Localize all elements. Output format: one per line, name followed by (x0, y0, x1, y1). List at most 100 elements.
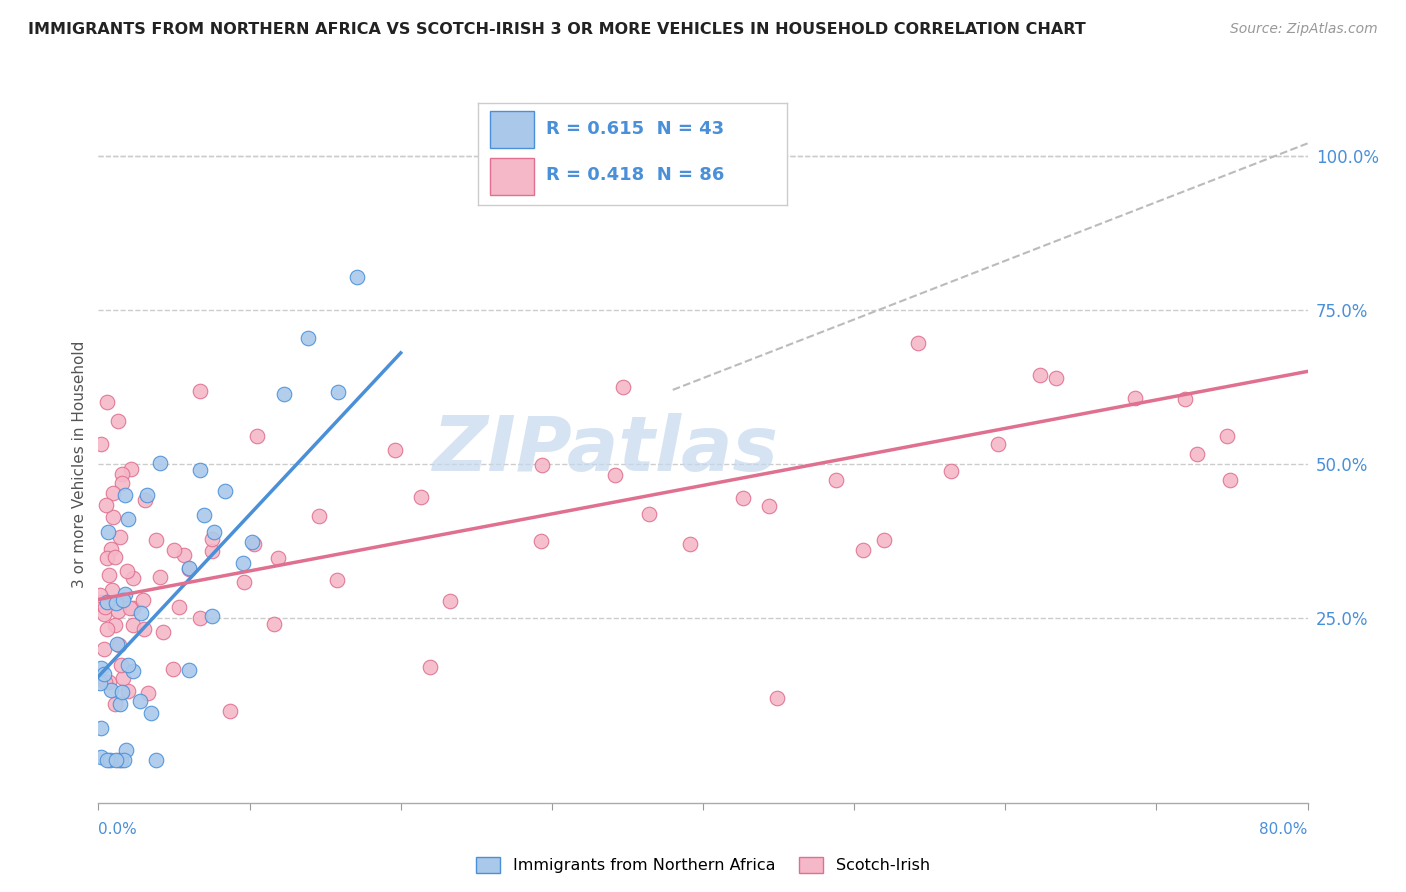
Point (173, 548, 195, 562)
Point (110, 753, 132, 767)
Point (188, 463, 211, 477)
Point (105, 637, 128, 651)
Point (96, 499, 118, 513)
Bar (491, 111, 534, 148)
Point (873, 533, 896, 548)
Point (96, 753, 118, 767)
Point (136, 488, 159, 502)
Point (108, 529, 131, 543)
Point (101, 583, 124, 598)
Point (1174, 392, 1197, 406)
Point (111, 467, 134, 481)
Point (145, 533, 167, 547)
Point (134, 492, 156, 507)
Point (825, 473, 848, 487)
Point (1219, 473, 1241, 487)
Text: R = 0.615  N = 43: R = 0.615 N = 43 (546, 120, 724, 137)
Point (202, 525, 225, 540)
Point (89, 675, 111, 690)
Point (201, 533, 224, 547)
Point (117, 512, 139, 526)
Point (530, 534, 553, 549)
Point (263, 617, 285, 632)
Point (326, 573, 349, 587)
Point (100, 542, 122, 557)
Point (439, 594, 461, 608)
Point (93, 667, 115, 681)
Point (122, 618, 145, 632)
Point (110, 657, 132, 672)
Point (115, 743, 138, 757)
Point (114, 488, 136, 502)
Point (246, 429, 269, 443)
Point (731, 491, 754, 506)
Point (114, 586, 136, 600)
Point (90, 437, 112, 451)
Point (758, 500, 780, 514)
Point (765, 690, 787, 705)
Point (104, 617, 127, 632)
Point (139, 706, 162, 720)
Point (89, 588, 111, 602)
Legend: Immigrants from Northern Africa, Scotch-Irish: Immigrants from Northern Africa, Scotch-… (470, 850, 936, 880)
Point (987, 437, 1010, 451)
Point (121, 570, 143, 584)
Point (167, 599, 190, 614)
Point (101, 510, 124, 524)
Point (852, 542, 875, 557)
Text: Source: ZipAtlas.com: Source: ZipAtlas.com (1230, 22, 1378, 37)
Point (110, 698, 132, 712)
Text: R = 0.418  N = 86: R = 0.418 N = 86 (546, 166, 724, 184)
Text: 0.0%: 0.0% (98, 822, 138, 837)
Point (94, 675, 117, 690)
Text: ZIPatlas: ZIPatlas (433, 413, 779, 487)
Point (132, 622, 155, 636)
Text: IMMIGRANTS FROM NORTHERN AFRICA VS SCOTCH-IRISH 3 OR MORE VEHICLES IN HOUSEHOLD : IMMIGRANTS FROM NORTHERN AFRICA VS SCOTC… (28, 22, 1085, 37)
Point (97, 674, 120, 689)
Text: 80.0%: 80.0% (1260, 822, 1308, 837)
Point (90, 595, 112, 609)
Point (411, 490, 433, 504)
Point (1216, 429, 1239, 443)
Point (104, 753, 127, 767)
Point (273, 387, 295, 401)
Point (605, 468, 627, 483)
Point (145, 753, 167, 767)
Point (111, 476, 134, 491)
Point (419, 660, 441, 674)
Point (297, 331, 319, 345)
Point (240, 535, 263, 549)
Point (107, 753, 129, 767)
Point (131, 607, 153, 621)
Point (129, 693, 152, 707)
Bar (491, 158, 534, 194)
Point (120, 462, 142, 476)
Point (107, 415, 129, 429)
Point (679, 537, 702, 551)
Point (96, 550, 118, 565)
Point (112, 671, 135, 685)
Point (243, 537, 266, 551)
Point (193, 508, 215, 522)
Point (188, 611, 211, 625)
Point (115, 564, 138, 578)
Point (122, 600, 145, 615)
Point (232, 556, 254, 570)
Point (100, 683, 122, 698)
Point (111, 685, 134, 699)
Point (219, 704, 242, 718)
Point (103, 549, 125, 564)
Point (326, 384, 349, 399)
Point (96, 622, 118, 636)
Point (214, 483, 236, 498)
Point (163, 542, 186, 557)
Point (93, 607, 115, 621)
Point (201, 543, 224, 558)
Point (1029, 368, 1052, 383)
Point (149, 456, 172, 470)
Point (190, 384, 212, 399)
Point (939, 464, 962, 478)
Point (105, 597, 128, 611)
Point (179, 561, 201, 575)
Point (122, 664, 145, 678)
